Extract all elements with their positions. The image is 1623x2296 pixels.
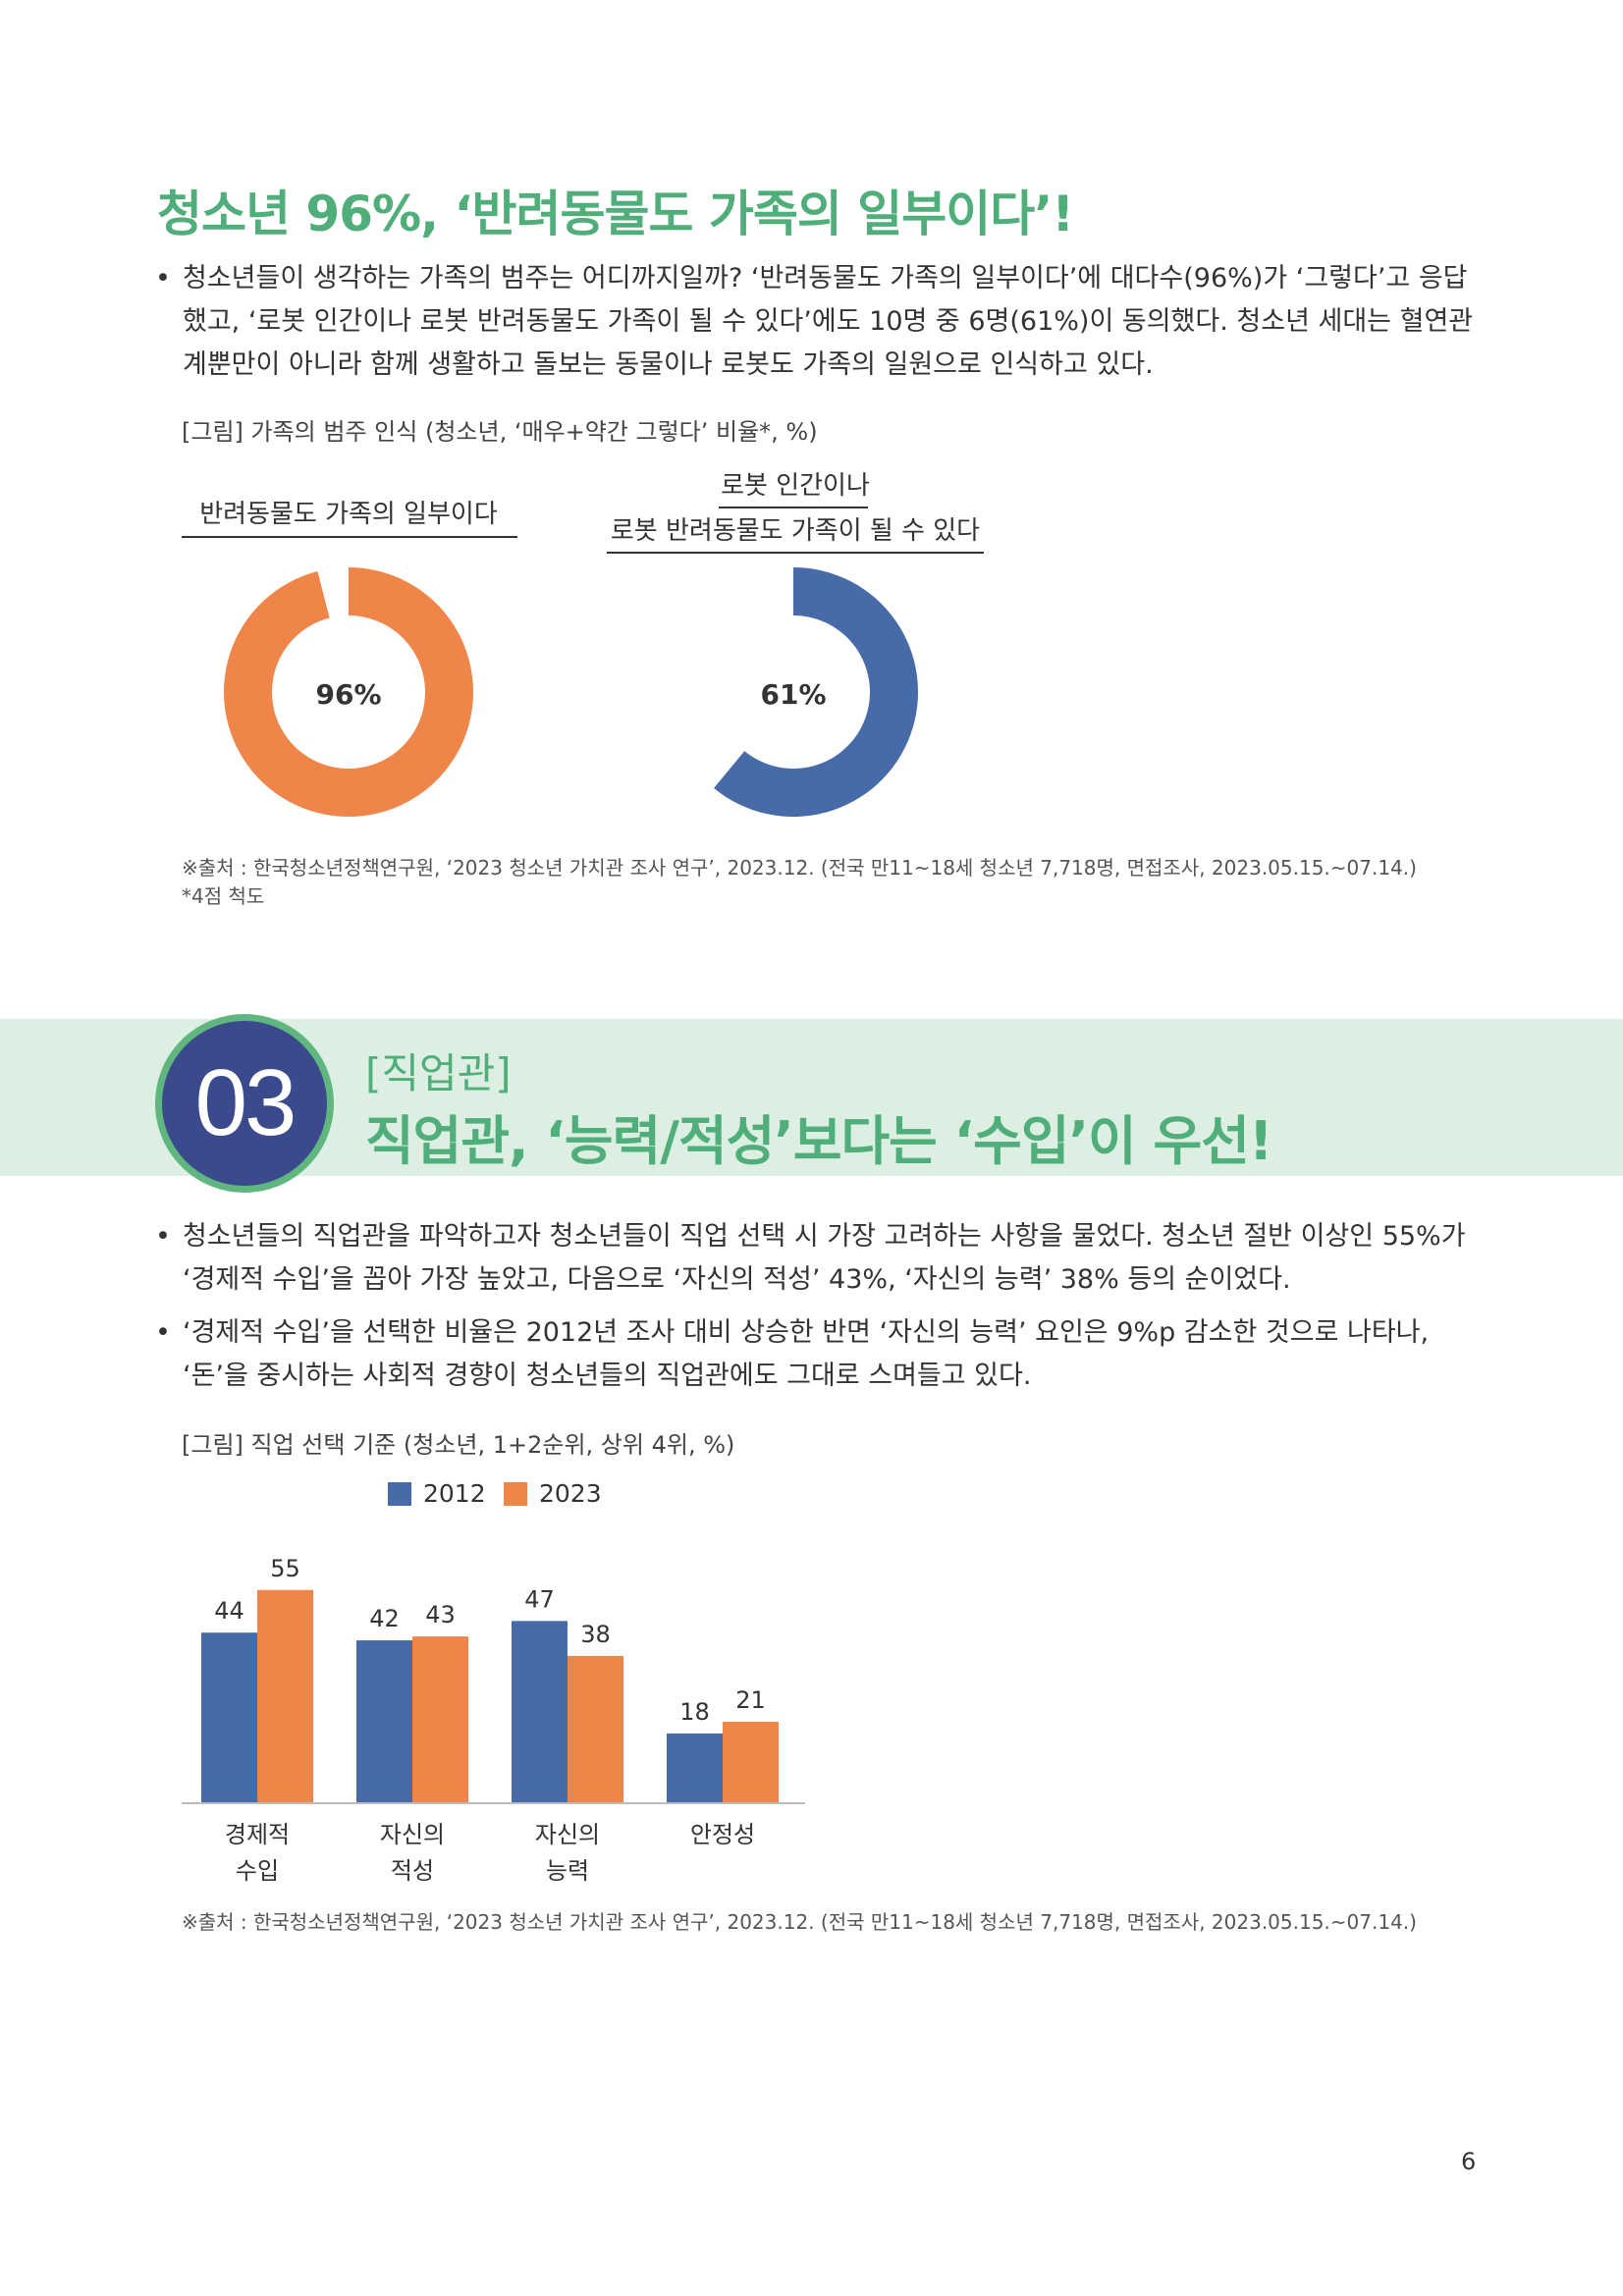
category-label: 자신의 [535, 1821, 600, 1848]
bar-value-label: 44 [214, 1597, 244, 1625]
bar-2023-0 [257, 1589, 313, 1803]
bar-value-label: 42 [369, 1605, 400, 1632]
category-label: 능력 [546, 1857, 589, 1885]
legend-swatch-2023 [504, 1482, 527, 1506]
bullet-item: • 청소년들의 직업관을 파악하고자 청소년들이 직업 선택 시 가장 고려하는… [147, 1215, 1483, 1302]
bullet-text: 청소년들의 직업관을 파악하고자 청소년들이 직업 선택 시 가장 고려하는 사… [183, 1221, 1466, 1295]
bar-2023-1 [412, 1636, 468, 1803]
bar-2023-3 [723, 1722, 779, 1803]
category-label: 수입 [236, 1857, 279, 1885]
category-label: 자신의 [380, 1821, 445, 1848]
section3-bullets: • 청소년들의 직업관을 파악하고자 청소년들이 직업 선택 시 가장 고려하는… [147, 1215, 1483, 1398]
bar-value-label: 21 [735, 1686, 766, 1714]
category-label: 안정성 [690, 1821, 755, 1848]
bullet-item: • ‘경제적 수입’을 선택한 비율은 2012년 조사 대비 상승한 반면 ‘… [147, 1311, 1483, 1398]
section-number-badge: 03 [155, 1014, 334, 1193]
bar-value-label: 38 [580, 1621, 611, 1648]
bar-value-label: 55 [270, 1555, 300, 1582]
donut2-slice [714, 567, 918, 817]
page-number: 6 [1461, 2148, 1477, 2175]
bar-2023-2 [568, 1655, 623, 1803]
bar-value-label: 18 [679, 1698, 710, 1726]
section3-title: 직업관, ‘능력/적성’보다는 ‘수입’이 우선! [365, 1110, 1273, 1172]
figure2-caption: [그림] 직업 선택 기준 (청소년, 1+2순위, 상위 4위, %) [182, 1431, 735, 1459]
donut2-title-line2: 로봇 반려동물도 가족이 될 수 있다 [610, 516, 981, 546]
donut1-title: 반려동물도 가족의 일부이다 [199, 500, 498, 529]
donut1-underline [182, 536, 517, 538]
donut1-chart: 96% [223, 567, 473, 817]
bar-2012-1 [356, 1640, 412, 1803]
bar-value-label: 43 [425, 1601, 456, 1629]
figure1-caption: [그림] 가족의 범주 인식 (청소년, ‘매우+약간 그렇다’ 비율*, %) [182, 418, 818, 446]
donut1-slice [223, 567, 473, 817]
bar-2012-3 [667, 1733, 723, 1803]
bullet-dot: • [155, 263, 171, 294]
bullet-item: • 청소년들이 생각하는 가족의 범주는 어디까지일까? ‘반려동물도 가족의 … [147, 257, 1483, 387]
donut2-value-label: 61% [760, 678, 826, 711]
bullet-text: ‘경제적 수입’을 선택한 비율은 2012년 조사 대비 상승한 반면 ‘자신… [183, 1317, 1430, 1391]
legend-label-2012: 2012 [423, 1479, 486, 1508]
donut2-title-line1: 로봇 인간이나 [721, 471, 870, 501]
section3-subtitle: [직업관] [365, 1049, 512, 1097]
section1-bullets: • 청소년들이 생각하는 가족의 범주는 어디까지일까? ‘반려동물도 가족의 … [147, 257, 1483, 387]
section1-footnote: *4점 척도 [182, 884, 265, 908]
bar-2012-2 [512, 1621, 568, 1803]
donut2-underline-short [719, 507, 868, 508]
bullet-dot: • [155, 1221, 171, 1252]
category-label: 경제적 [225, 1821, 290, 1848]
donut1-value-label: 96% [315, 678, 381, 711]
category-label: 적성 [391, 1857, 434, 1885]
legend-swatch-2012 [388, 1482, 411, 1506]
donut2-underline [607, 552, 984, 554]
section3-source: ※출처 : 한국청소년정책연구원, ‘2023 청소년 가치관 조사 연구’, … [182, 1910, 1417, 1934]
section-number: 03 [194, 1050, 298, 1155]
bar-2012-0 [201, 1632, 257, 1803]
bar-value-label: 47 [524, 1585, 555, 1613]
bullet-text: 청소년들이 생각하는 가족의 범주는 어디까지일까? ‘반려동물도 가족의 일부… [183, 263, 1474, 380]
donut2-chart: 61% [714, 567, 918, 817]
section1-title: 청소년 96%, ‘반려동물도 가족의 일부이다’! [157, 186, 1074, 242]
legend-label-2023: 2023 [539, 1479, 602, 1508]
bullet-dot: • [155, 1317, 171, 1348]
section1-source: ※출처 : 한국청소년정책연구원, ‘2023 청소년 가치관 조사 연구’, … [182, 856, 1417, 880]
